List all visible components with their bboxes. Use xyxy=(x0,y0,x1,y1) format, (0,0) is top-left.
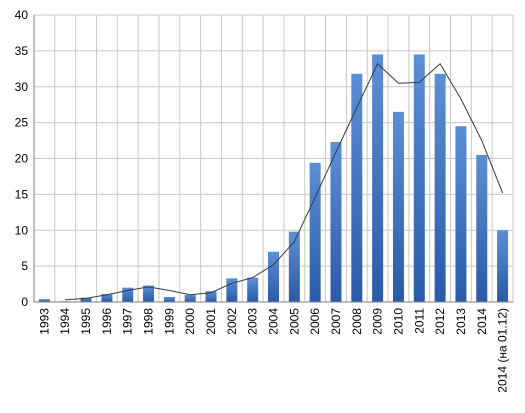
x-tick-label: 2011 xyxy=(412,308,426,334)
x-tick-label: 2009 xyxy=(371,308,385,335)
bar-2008 xyxy=(351,73,363,303)
x-tick-label: 2010 xyxy=(391,308,405,335)
bar-2003 xyxy=(247,277,259,302)
x-tick-label: 2014 (на 01.12) xyxy=(496,308,510,393)
y-tick-label: 15 xyxy=(15,187,29,201)
bar-2014 xyxy=(476,154,488,302)
grid-layer xyxy=(33,14,514,303)
bar-2012 xyxy=(434,73,446,303)
bar-2013 xyxy=(455,126,467,303)
y-tick-label: 30 xyxy=(15,80,29,94)
x-tick-label: 2012 xyxy=(433,308,447,335)
bar-2010 xyxy=(392,111,404,302)
x-tick-label: 2014 xyxy=(475,308,489,335)
axis-layer xyxy=(33,15,513,303)
bar-2014 (на 01.12) xyxy=(497,230,509,302)
x-tick-label: 1998 xyxy=(142,308,156,335)
label-layer: 0 5 10 15 20 25 30 35 40 1993 1994 1995 1996 1997 1998… xyxy=(15,8,510,393)
y-tick-label: 35 xyxy=(15,44,29,58)
bar-2002 xyxy=(226,278,238,302)
x-tick-label: 2007 xyxy=(329,308,343,335)
bar-layer xyxy=(38,54,509,303)
y-tick-label: 10 xyxy=(15,223,29,237)
bar-2011 xyxy=(413,54,425,303)
bar-1998 xyxy=(143,285,155,302)
bar-1993 xyxy=(38,299,50,302)
x-tick-label: 2008 xyxy=(350,308,364,335)
bar-2007 xyxy=(330,141,342,302)
x-tick-label: 2005 xyxy=(287,308,301,335)
x-tick-label: 2002 xyxy=(225,308,239,335)
bar-2005 xyxy=(288,231,300,302)
x-tick-label: 2003 xyxy=(246,308,260,335)
bar-2006 xyxy=(309,162,321,302)
x-tick-label: 2013 xyxy=(454,308,468,335)
bar-1999 xyxy=(163,296,175,302)
bar-2009 xyxy=(372,54,384,303)
y-tick-label: 0 xyxy=(21,295,28,309)
x-tick-label: 2006 xyxy=(308,308,322,335)
y-tick-label: 5 xyxy=(21,259,28,273)
x-tick-label: 1993 xyxy=(37,308,51,335)
x-tick-label: 1996 xyxy=(100,308,114,335)
line-layer xyxy=(65,62,504,301)
bar-1995 xyxy=(80,297,92,302)
bar-2000 xyxy=(184,294,196,302)
x-tick-label: 2000 xyxy=(183,308,197,335)
x-tick-label: 1999 xyxy=(162,308,176,335)
x-tick-label: 1997 xyxy=(121,308,135,335)
bar-2004 xyxy=(268,251,279,302)
bar-1996 xyxy=(101,294,113,302)
x-tick-label: 1994 xyxy=(58,308,72,335)
y-tick-label: 40 xyxy=(15,8,29,22)
x-tick-label: 1995 xyxy=(79,308,93,335)
y-tick-label: 25 xyxy=(15,116,29,130)
x-tick-label: 2001 xyxy=(204,308,218,335)
y-tick-label: 20 xyxy=(15,152,29,166)
trend-line xyxy=(65,62,504,301)
bar-1997 xyxy=(122,287,134,302)
bar-2001 xyxy=(205,291,217,302)
x-tick-label: 2004 xyxy=(267,308,281,335)
